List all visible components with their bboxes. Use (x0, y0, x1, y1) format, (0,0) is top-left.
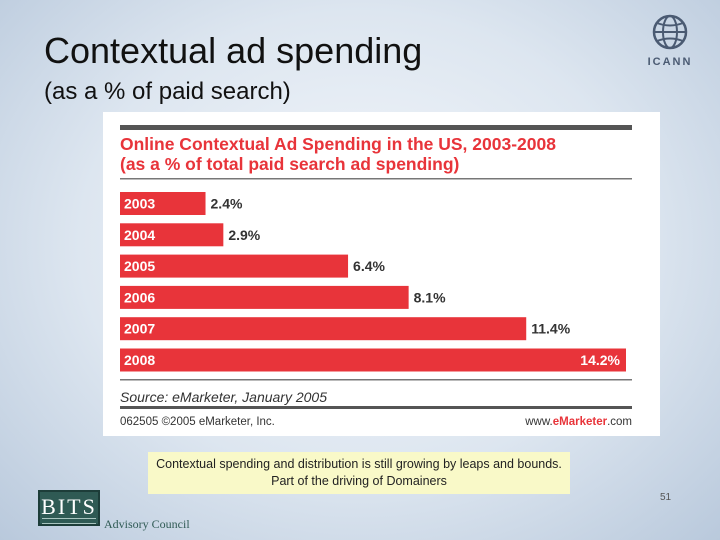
chart-bottom-rule (120, 406, 632, 409)
bar-2006 (120, 285, 409, 309)
footer-brand: eMarketer (553, 416, 608, 428)
chart-top-rule (120, 125, 632, 130)
value-label-2004: 2.9% (228, 227, 260, 243)
bar-2003 (120, 192, 206, 215)
category-label-2004: 2004 (124, 227, 155, 243)
slide-subtitle: (as a % of paid search) (44, 78, 291, 105)
category-label-2008: 2008 (124, 352, 155, 368)
page-number: 51 (660, 492, 672, 503)
chart-footer-right: www.eMarketer.com (524, 416, 632, 428)
value-label-2008: 14.2% (580, 352, 620, 368)
category-label-2007: 2007 (124, 321, 155, 337)
bits-logo-text: BITS (41, 494, 97, 519)
chart-source: Source: eMarketer, January 2005 (120, 389, 327, 405)
bits-logo-stripe (42, 518, 96, 524)
category-label-2003: 2003 (124, 196, 155, 212)
bar-2004 (120, 223, 224, 247)
caption-line-1: Contextual spending and distribution is … (156, 457, 562, 471)
chart-panel: Online Contextual Ad Spending in the US,… (103, 112, 660, 436)
chart-title: Online Contextual Ad Spending in the US,… (120, 134, 556, 154)
footer-www: www. (524, 416, 552, 428)
bar-chart: Online Contextual Ad Spending in the US,… (120, 125, 632, 428)
bar-2007 (120, 317, 527, 341)
value-label-2003: 2.4% (211, 196, 243, 212)
bar-2008 (120, 348, 626, 372)
category-label-2006: 2006 (124, 289, 155, 305)
icann-logo: ICANN (630, 8, 710, 72)
logo-text: ICANN (647, 56, 693, 68)
bar-2005 (120, 254, 349, 278)
chart-footer-left: 062505 ©2005 eMarketer, Inc. (120, 416, 275, 428)
caption-box: Contextual spending and distribution is … (148, 452, 570, 494)
value-label-2005: 6.4% (353, 258, 385, 274)
globe-icon (652, 14, 688, 50)
chart-source-rule (120, 379, 632, 381)
footer-org: Advisory Council (104, 517, 190, 531)
slide-title: Contextual ad spending (44, 30, 423, 71)
footer-com: .com (607, 416, 632, 428)
value-label-2006: 8.1% (414, 289, 446, 305)
caption-line-2: Part of the driving of Domainers (271, 474, 447, 488)
category-label-2005: 2005 (124, 258, 155, 274)
chart-subtitle: (as a % of total paid search ad spending… (120, 154, 459, 174)
chart-title-rule (120, 178, 632, 180)
bars-group: 2003 2.4% 2004 2.9% 2005 6.4% 2006 8.1% 2007 11.4… (120, 192, 626, 372)
bits-logo: BITS (38, 490, 100, 526)
value-label-2007: 11.4% (531, 321, 570, 337)
